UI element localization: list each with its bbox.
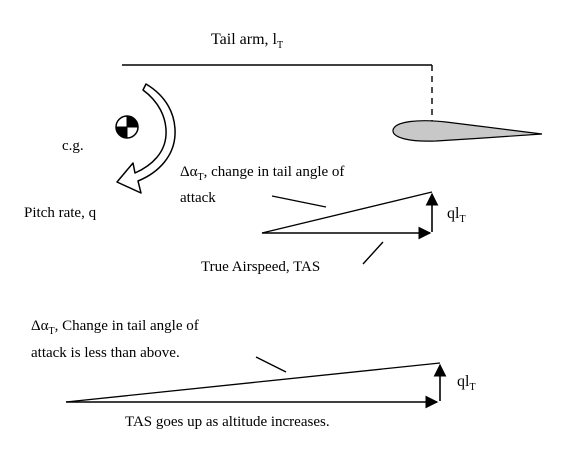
cg-label: c.g.: [62, 138, 84, 154]
delta-alpha-line2-bottom: attack is less than above.: [31, 345, 180, 361]
pitch-rate-arrow-icon: [116, 83, 176, 194]
tas-label-top: True Airspeed, TAS: [201, 259, 321, 275]
resultant-vector-bottom: [65, 362, 441, 403]
cg-symbol-icon: [115, 115, 139, 139]
tail-arm-label: Tail arm, lT: [211, 31, 284, 52]
delta-alpha-pointer-top: [271, 195, 327, 208]
resultant-vector-top: [261, 191, 433, 234]
pitch-rate-label: Pitch rate, q: [24, 205, 97, 221]
delta-alpha-label-top: ΔαT, change in tail angle of: [180, 164, 345, 183]
ql-label-bottom: qlT: [457, 373, 476, 394]
delta-alpha-label-bottom: ΔαT, Change in tail angle of: [31, 318, 199, 337]
tas-pointer-top: [362, 241, 384, 265]
delta-alpha-pointer-bottom: [255, 356, 287, 373]
ql-label-top: qlT: [447, 205, 466, 226]
delta-alpha-line2-top: attack: [180, 190, 216, 206]
tail-airfoil: [392, 120, 543, 142]
tas-label-bottom: TAS goes up as altitude increases.: [125, 414, 330, 430]
